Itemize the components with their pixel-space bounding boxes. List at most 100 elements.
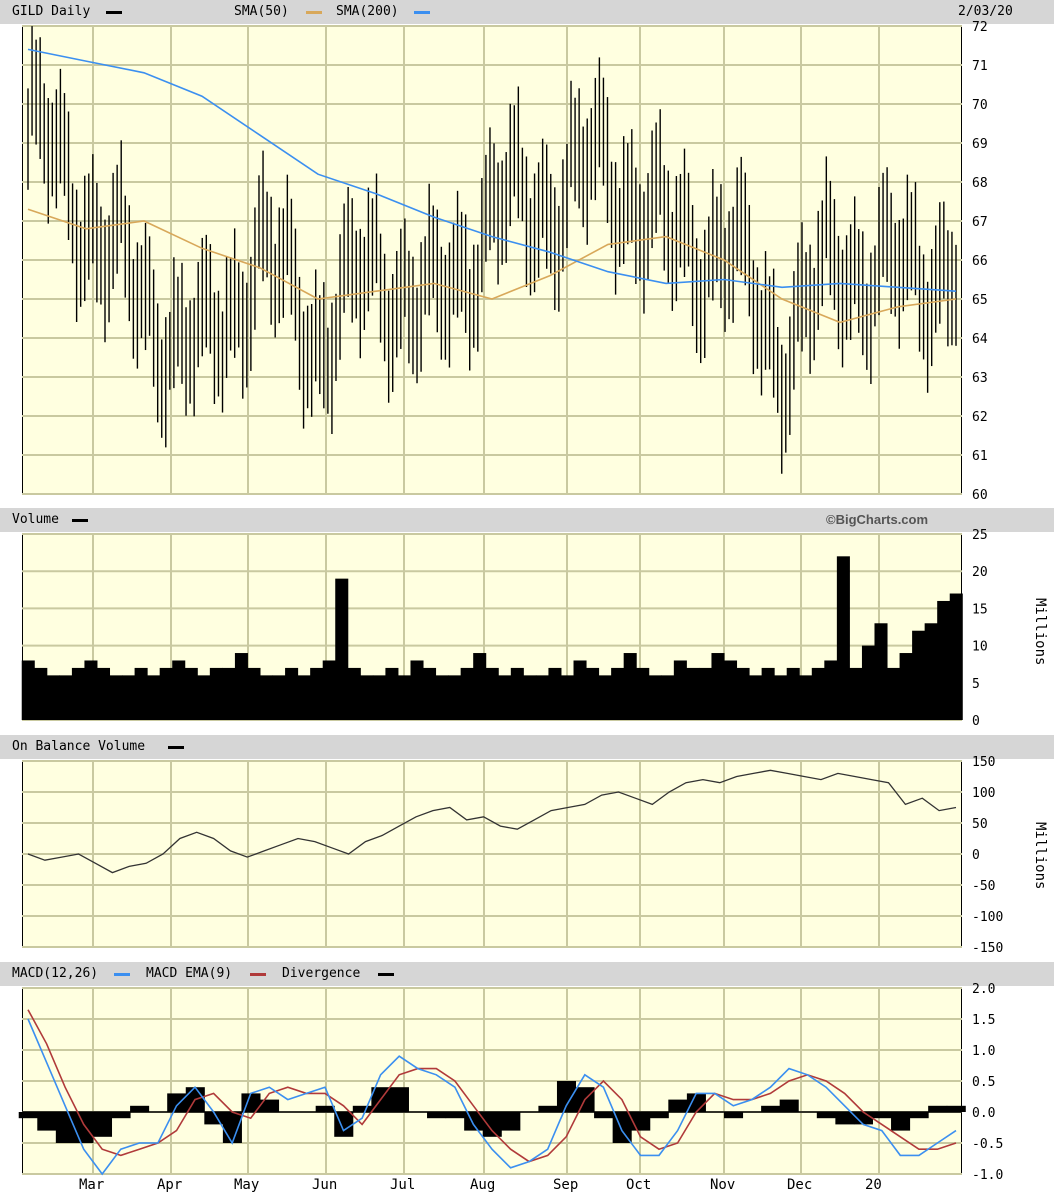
volume-bar <box>460 667 474 720</box>
obv-key <box>168 746 184 749</box>
volume-bar <box>410 660 424 720</box>
x-tick-label: Jun <box>312 1177 338 1193</box>
volume-bar <box>937 600 951 720</box>
volume-bar <box>560 675 575 720</box>
y-tick-label: 0 <box>972 848 980 863</box>
y-tick-label: 65 <box>972 293 988 308</box>
x-tick-label: Apr <box>157 1177 183 1193</box>
obv-header: On Balance Volume <box>0 735 1054 759</box>
sma200-line <box>27 48 957 292</box>
x-tick-label: Dec <box>787 1177 813 1193</box>
volume-bar <box>698 667 712 720</box>
divergence-bar <box>668 1099 688 1112</box>
volume-bar <box>260 675 274 720</box>
y-tick-label: 61 <box>972 449 988 464</box>
volume-bar <box>372 675 386 720</box>
divergence-bar <box>55 1112 75 1143</box>
y-tick-label: 70 <box>972 98 988 113</box>
sma200-key <box>414 11 430 14</box>
volume-bar <box>786 667 800 720</box>
x-tick-label: Jul <box>390 1177 416 1193</box>
ema-key <box>250 973 266 976</box>
volume-bar <box>498 675 512 720</box>
divergence-bar <box>891 1112 911 1131</box>
volume-bar <box>59 675 73 720</box>
volume-bar <box>335 578 349 720</box>
volume-bar <box>535 675 549 720</box>
div-key <box>378 973 394 976</box>
divergence-bar <box>222 1112 242 1143</box>
obv-label: On Balance Volume <box>12 739 146 754</box>
volume-bar <box>899 653 913 720</box>
volume-bar <box>598 675 612 720</box>
volume-bar <box>573 660 587 720</box>
volume-bar <box>523 675 537 720</box>
volume-header: Volume ©BigCharts.com <box>0 508 1054 532</box>
y-tick-label: 60 <box>972 488 988 503</box>
volume-bar <box>799 675 813 720</box>
y-tick-label: 0.5 <box>972 1075 995 1090</box>
volume-bar <box>423 667 437 720</box>
volume-bar <box>661 675 675 720</box>
volume-bar <box>172 660 186 720</box>
divergence-bar <box>835 1112 855 1125</box>
y-tick-label: 20 <box>972 565 988 580</box>
volume-bar <box>184 667 198 720</box>
volume-bar <box>122 675 136 720</box>
volume-bar <box>46 675 60 720</box>
divergence-bar <box>686 1093 706 1112</box>
volume-bar <box>109 675 123 720</box>
divergence-bar <box>37 1112 57 1131</box>
divergence-bar <box>427 1112 447 1119</box>
volume-bar <box>222 667 236 720</box>
volume-bar <box>912 630 926 720</box>
credit-label: ©BigCharts.com <box>826 512 929 527</box>
x-tick-label: Aug <box>470 1177 496 1193</box>
y-tick-label: 5 <box>972 677 980 692</box>
x-tick-label: May <box>234 1177 260 1193</box>
divergence-bar <box>538 1105 558 1112</box>
date-label: 2/03/20 <box>958 4 1013 19</box>
divergence-bar <box>130 1105 150 1112</box>
volume-bar <box>724 660 738 720</box>
volume-bar <box>548 667 562 720</box>
y-tick-label: -1.0 <box>972 1168 1003 1183</box>
volume-bar <box>623 653 637 720</box>
y-tick-label: 50 <box>972 817 988 832</box>
volume-bar <box>611 667 625 720</box>
divergence-bar <box>352 1105 372 1112</box>
div-label: Divergence <box>282 966 361 981</box>
y-tick-label: 69 <box>972 137 988 152</box>
divergence-bar <box>779 1099 799 1112</box>
volume-bar <box>285 667 299 720</box>
y-tick-label: 1.0 <box>972 1044 995 1059</box>
volume-bar <box>397 675 411 720</box>
macd-ema-line <box>27 1009 957 1163</box>
volume-bar <box>448 675 462 720</box>
volume-bar <box>949 593 963 720</box>
divergence-bar <box>724 1112 744 1119</box>
volume-bar <box>761 667 775 720</box>
divergence-bar <box>18 1112 38 1119</box>
volume-bar <box>297 675 311 720</box>
volume-bar <box>924 623 938 720</box>
divergence-bar <box>260 1099 280 1112</box>
y-tick-label: 66 <box>972 254 988 269</box>
price-header: GILD Daily SMA(50) SMA(200) 2/03/20 <box>0 0 1054 24</box>
y-tick-label: 64 <box>972 332 988 347</box>
obv-line <box>27 769 957 874</box>
y-tick-label: 0 <box>972 714 980 729</box>
volume-bar <box>887 667 901 720</box>
volume-bar <box>824 660 838 720</box>
sma50-label: SMA(50) <box>234 4 289 19</box>
volume-bar <box>84 660 98 720</box>
volume-bar <box>21 660 35 720</box>
y-tick-label: 15 <box>972 602 988 617</box>
x-tick-label: 20 <box>865 1177 882 1193</box>
y-tick-label: 67 <box>972 215 988 230</box>
divergence-bar <box>556 1081 577 1112</box>
divergence-bar <box>946 1105 966 1112</box>
volume-bar <box>686 667 700 720</box>
y-tick-label: 150 <box>972 755 995 770</box>
